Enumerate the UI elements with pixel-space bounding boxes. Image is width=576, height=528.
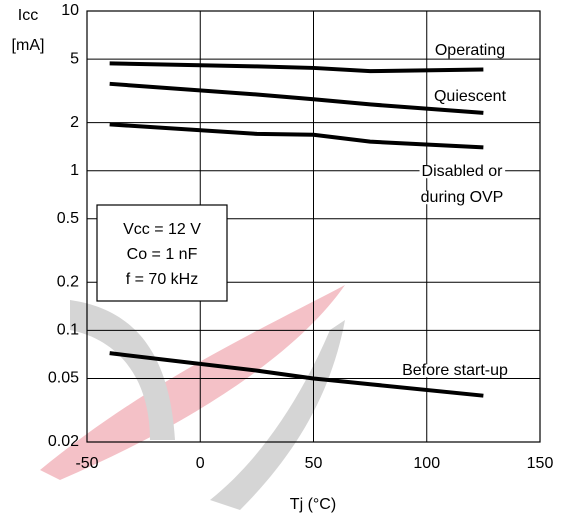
y-label: Icc xyxy=(18,7,38,24)
y-tick-label: 1 xyxy=(70,162,79,179)
conditions-box xyxy=(96,204,228,302)
annotation: Operating xyxy=(435,42,505,59)
y-tick-label: 10 xyxy=(61,2,79,19)
x-tick-label: 50 xyxy=(305,455,323,472)
annotation: during OVP xyxy=(421,189,504,206)
y-tick-label: 5 xyxy=(70,50,79,67)
x-tick-label: 100 xyxy=(413,455,440,472)
x-tick-label: 0 xyxy=(196,455,205,472)
annotation-bg xyxy=(418,191,506,205)
series-line xyxy=(109,61,484,74)
y-tick-label: 0.1 xyxy=(57,322,79,339)
y-tick-label: 2 xyxy=(70,114,79,131)
condition: Co = 1 nF xyxy=(127,246,198,263)
y-tick-label: 0.05 xyxy=(48,370,79,387)
series-line xyxy=(109,122,484,150)
watermark-gray xyxy=(70,300,175,440)
annotation-bg xyxy=(419,165,506,179)
annotation-bg xyxy=(432,44,508,58)
annotation: Before start-up xyxy=(402,362,508,379)
condition: Vcc = 12 V xyxy=(123,221,201,238)
x-label: Tj (°C) xyxy=(290,496,336,513)
x-tick-label: -50 xyxy=(75,455,98,472)
y-tick-label: 0.5 xyxy=(57,210,79,227)
annotation: Quiescent xyxy=(434,88,507,105)
y-unit: [mA] xyxy=(12,37,45,54)
watermark xyxy=(40,285,345,510)
y-tick-label: 0.02 xyxy=(48,433,79,450)
annotation: Disabled or xyxy=(422,163,504,180)
x-tick-label: 150 xyxy=(527,455,554,472)
watermark-gray xyxy=(210,320,345,510)
plot-frame xyxy=(86,10,541,443)
condition: f = 70 kHz xyxy=(126,271,198,288)
watermark-red xyxy=(40,285,345,480)
annotation-bg xyxy=(431,90,509,104)
y-tick-label: 0.2 xyxy=(57,274,79,291)
annotation-bg xyxy=(400,364,511,378)
series-line xyxy=(109,351,484,398)
series-line xyxy=(109,81,484,115)
